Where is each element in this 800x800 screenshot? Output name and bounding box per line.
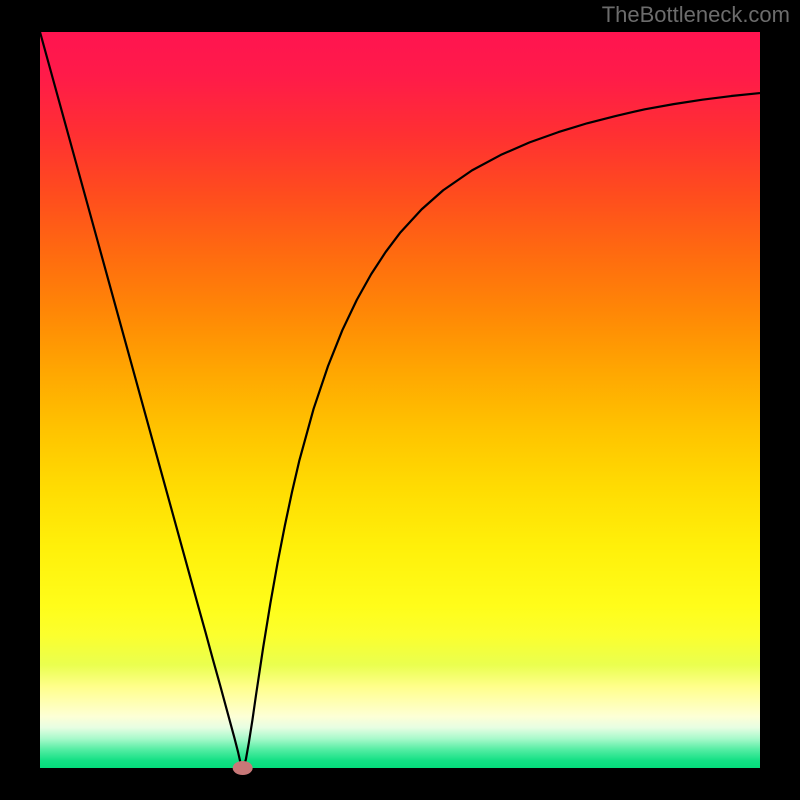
watermark-text: TheBottleneck.com xyxy=(602,2,790,28)
plot-area xyxy=(40,32,760,768)
minimum-marker xyxy=(233,761,253,775)
chart-svg xyxy=(0,0,800,800)
chart-container: TheBottleneck.com xyxy=(0,0,800,800)
